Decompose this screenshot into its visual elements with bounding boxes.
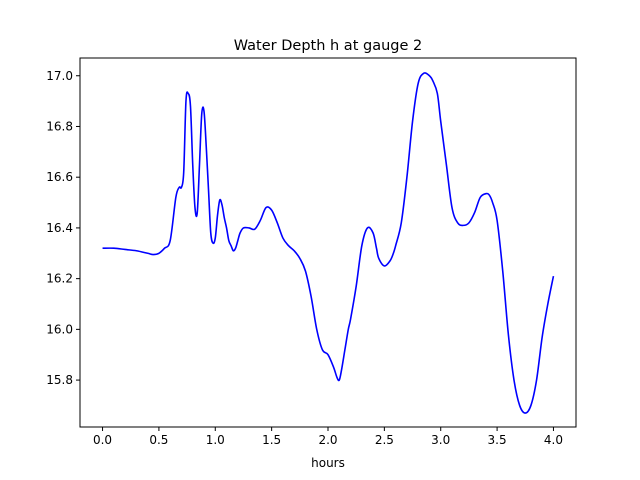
x-axis-ticks: 0.0 0.5 1.0 1.5 2.0 2.5 3.0 3.5 4.0 <box>93 427 563 447</box>
y-tick-label: 17.0 <box>46 69 73 83</box>
x-tick-label: 0.0 <box>93 433 112 447</box>
y-tick-label: 16.6 <box>46 170 73 184</box>
x-tick-label: 3.0 <box>431 433 450 447</box>
plot-frame <box>79 57 577 428</box>
x-tick-label: 4.0 <box>544 433 563 447</box>
x-axis-label: hours <box>311 456 345 470</box>
y-tick-label: 15.8 <box>46 373 73 387</box>
x-tick-label: 1.0 <box>206 433 225 447</box>
chart-title: Water Depth h at gauge 2 <box>234 38 422 54</box>
x-tick-label: 2.0 <box>318 433 337 447</box>
y-tick-label: 16.0 <box>46 322 73 336</box>
y-tick-label: 16.4 <box>46 221 73 235</box>
x-tick-label: 0.5 <box>149 433 168 447</box>
y-tick-label: 16.8 <box>46 119 73 133</box>
x-tick-label: 3.5 <box>488 433 507 447</box>
y-axis-ticks: 15.8 16.0 16.2 16.4 16.6 16.8 17.0 <box>46 69 80 387</box>
x-tick-label: 2.5 <box>375 433 394 447</box>
series-group <box>102 72 555 414</box>
x-tick-label: 1.5 <box>262 433 281 447</box>
y-tick-label: 16.2 <box>46 272 73 286</box>
series-line-0 <box>102 72 555 414</box>
